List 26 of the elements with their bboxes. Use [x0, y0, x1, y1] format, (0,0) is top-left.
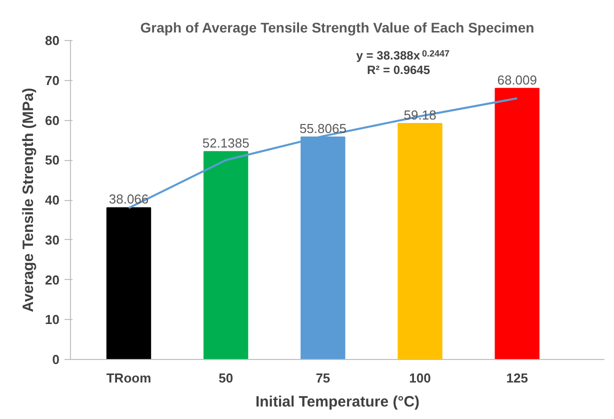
data-label: 38.066	[108, 192, 149, 207]
data-label: 52.1385	[202, 136, 250, 151]
y-tick-label: 60	[45, 112, 60, 128]
data-label: 55.8065	[299, 120, 346, 136]
x-tick-label: 75	[316, 370, 330, 386]
y-axis-title: Average Tensile Strength (MPa)	[20, 88, 38, 312]
y-tick-label: 30	[45, 232, 60, 248]
y-tick-label: 20	[45, 272, 60, 288]
x-tick-label: 50	[218, 370, 234, 386]
y-tick-label: 80	[45, 33, 60, 48]
bar	[494, 88, 540, 360]
data-label: 68.009	[497, 72, 538, 88]
chart-title: Graph of Average Tensile Strength Value of Each Specimen	[140, 20, 534, 36]
bar	[398, 123, 442, 360]
y-tick-label: 40	[45, 192, 60, 208]
annotation: R² = 0.9645	[366, 62, 430, 77]
x-tick-label: TRoom	[106, 370, 152, 386]
y-tick-label: 70	[45, 72, 60, 88]
x-tick-label: 125	[506, 370, 528, 386]
x-tick-label: 100	[409, 370, 431, 386]
x-axis-title: Initial Temperature (°C)	[255, 394, 420, 410]
y-tick-label: 50	[45, 152, 60, 168]
bar	[106, 207, 152, 360]
y-tick-label: 0	[52, 352, 60, 367]
y-tick-label: 10	[45, 312, 60, 328]
bar	[204, 151, 248, 360]
